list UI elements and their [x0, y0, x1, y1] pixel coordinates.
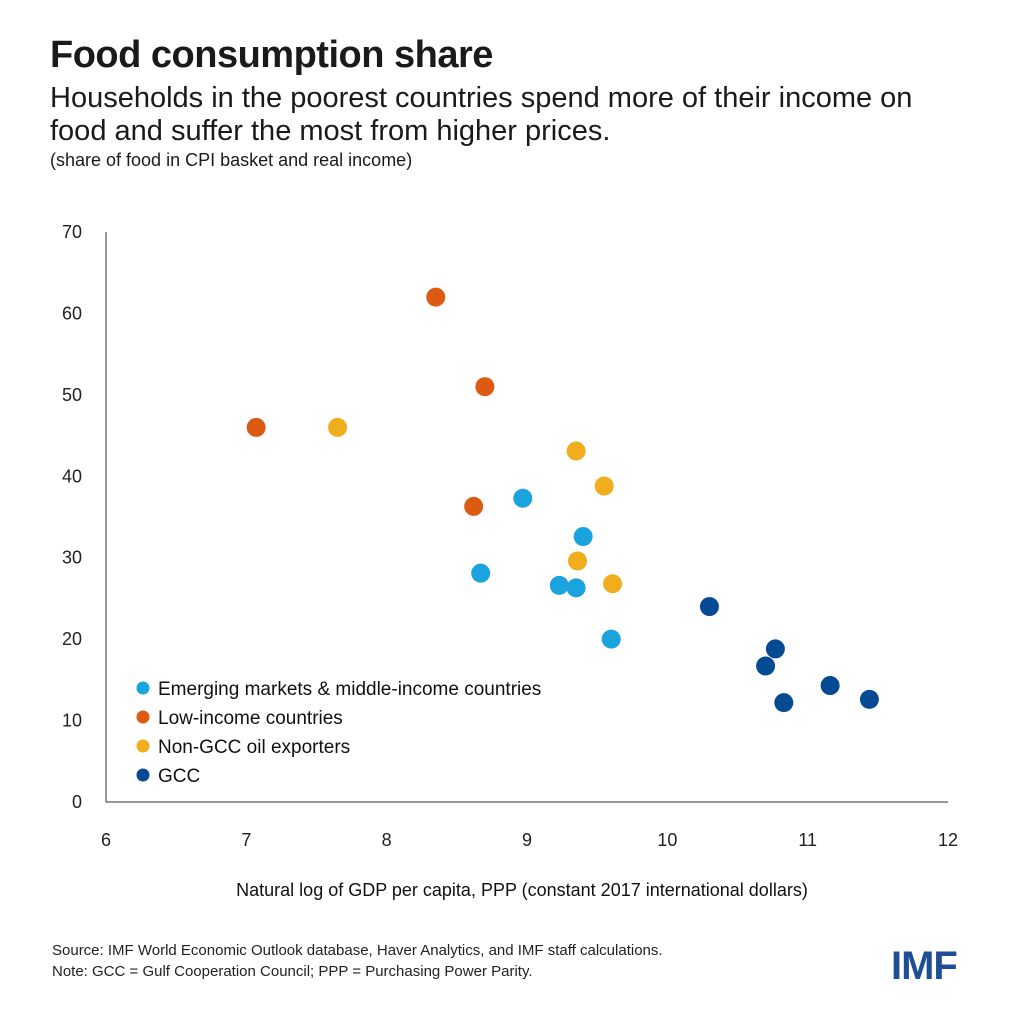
data-point — [328, 417, 348, 437]
data-points — [246, 287, 879, 713]
legend-marker — [136, 681, 150, 695]
y-tick-label: 30 — [62, 548, 82, 568]
x-tick-label: 9 — [522, 830, 532, 850]
x-tick-label: 6 — [101, 830, 111, 850]
axes: 0 10 20 30 40 50 60 70 6 7 8 9 10 11 12 Natural log of … — [62, 222, 958, 900]
data-point — [464, 496, 484, 516]
data-point — [246, 417, 266, 437]
data-point — [820, 676, 840, 696]
legend-label: Low-income countries — [158, 708, 343, 729]
data-point — [756, 656, 776, 676]
footer-notes: Source: IMF World Economic Outlook datab… — [52, 940, 663, 982]
legend-marker — [136, 768, 150, 782]
source-text: Source: IMF World Economic Outlook datab… — [52, 942, 663, 959]
x-tick-label: 7 — [241, 830, 251, 850]
y-tick-label: 50 — [62, 385, 82, 405]
data-point — [568, 551, 588, 571]
data-point — [513, 488, 533, 508]
data-point — [765, 639, 785, 659]
legend-label: GCC — [158, 766, 200, 787]
y-tick-label: 60 — [62, 303, 82, 323]
data-point — [699, 597, 719, 617]
data-point — [566, 578, 586, 598]
data-point — [774, 693, 794, 713]
y-tick-label: 10 — [62, 711, 82, 731]
legend-label: Emerging markets & middle-income countri… — [158, 679, 541, 700]
note-text: Note: GCC = Gulf Cooperation Council; PP… — [52, 963, 533, 980]
data-point — [475, 377, 495, 397]
x-axis-title: Natural log of GDP per capita, PPP (cons… — [236, 880, 808, 900]
legend-marker — [136, 710, 150, 724]
data-point — [594, 476, 614, 496]
data-point — [603, 574, 623, 594]
legend-label: Non-GCC oil exporters — [158, 737, 350, 758]
unit-note: (share of food in CPI basket and real in… — [50, 150, 413, 170]
data-point — [573, 527, 593, 547]
chart-title: Food consumption share — [50, 34, 493, 76]
chart-subtitle: Households in the poorest countries spen… — [50, 82, 913, 147]
y-tick-label: 40 — [62, 466, 82, 486]
x-tick-label: 8 — [382, 830, 392, 850]
data-point — [549, 575, 569, 595]
imf-logo: IMF — [891, 944, 958, 988]
x-tick-label: 11 — [798, 830, 817, 850]
legend: Emerging markets & middle-income countri… — [136, 679, 541, 787]
y-tick-label: 20 — [62, 629, 82, 649]
legend-marker — [136, 739, 150, 753]
y-tick-label: 70 — [62, 222, 82, 242]
data-point — [859, 689, 879, 709]
data-point — [601, 629, 621, 649]
data-point — [566, 441, 586, 461]
x-tick-label: 10 — [657, 830, 677, 850]
y-tick-label: 0 — [72, 792, 82, 812]
data-point — [471, 563, 491, 583]
data-point — [426, 287, 446, 307]
x-tick-label: 12 — [938, 830, 958, 850]
